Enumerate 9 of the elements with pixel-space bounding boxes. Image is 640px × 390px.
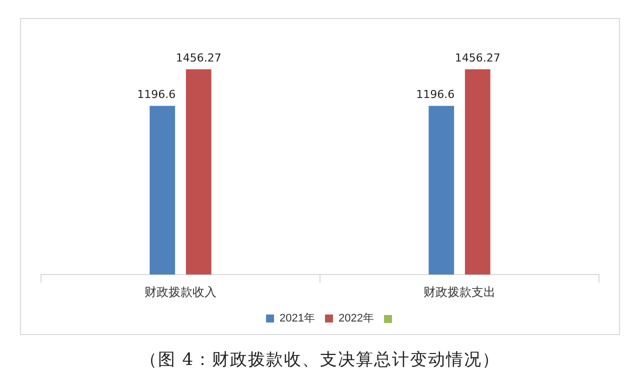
x-tick-label: 财政拨款收入 bbox=[144, 285, 216, 300]
legend-label: 2022年 bbox=[338, 312, 374, 325]
data-label: 1456.27 bbox=[176, 52, 222, 65]
legend-label: 2021年 bbox=[280, 312, 316, 325]
x-tick-label: 财政拨款支出 bbox=[424, 285, 496, 300]
data-label: 1196.6 bbox=[137, 88, 176, 102]
data-label: 1456.27 bbox=[454, 52, 500, 65]
data-label: 1196.6 bbox=[416, 88, 455, 102]
text: （图 4：财政拨款收、支决算总计变动情况） bbox=[138, 349, 502, 371]
